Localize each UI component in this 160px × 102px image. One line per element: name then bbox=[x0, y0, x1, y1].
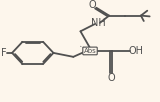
Text: NH: NH bbox=[91, 18, 105, 28]
Text: OH: OH bbox=[129, 46, 144, 56]
Text: O: O bbox=[89, 0, 96, 10]
Text: F: F bbox=[0, 48, 6, 58]
Text: Abs: Abs bbox=[84, 48, 96, 54]
Text: O: O bbox=[107, 73, 115, 83]
